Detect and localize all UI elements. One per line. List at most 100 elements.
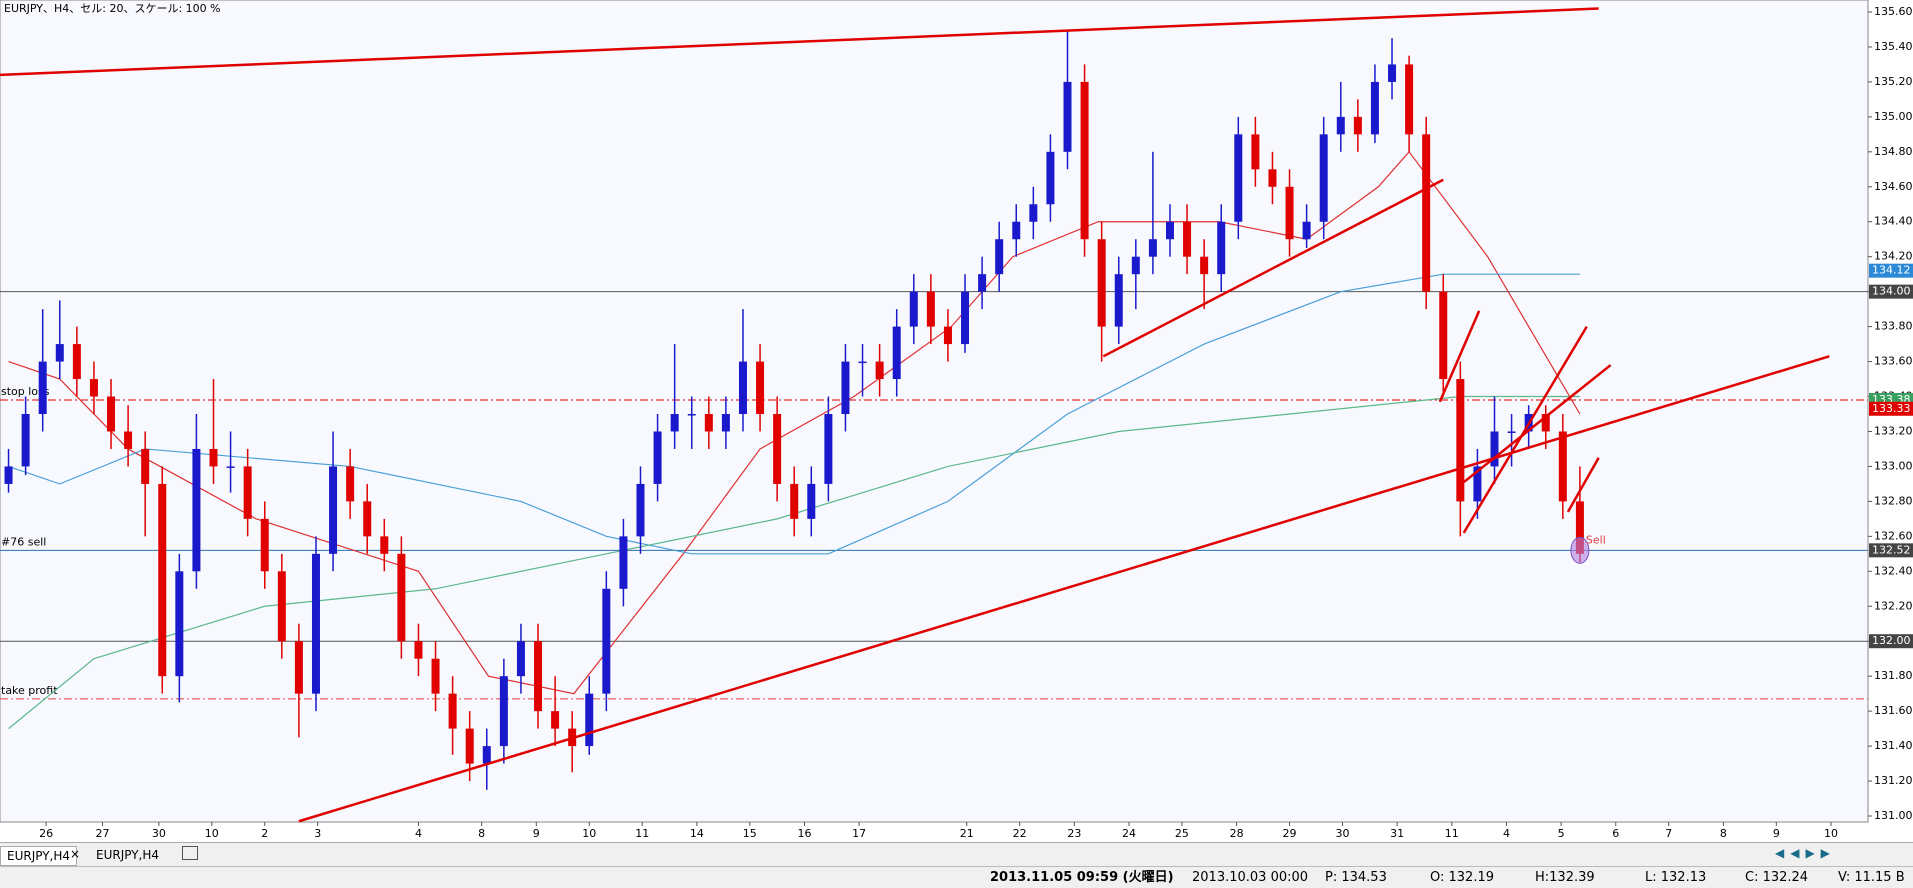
candle-body (1319, 134, 1328, 222)
moving-average (8, 395, 1580, 730)
x-tick-label: 11 (635, 827, 649, 840)
status-price: P: 134.53 (1325, 870, 1387, 885)
x-tick-label: 21 (960, 827, 974, 840)
new-window-icon[interactable] (182, 846, 198, 860)
price-tag-label: 134.12 (1872, 264, 1911, 277)
candle-body (687, 414, 696, 416)
y-tick-label: 133.20 (1874, 424, 1913, 437)
x-tick-label: 16 (797, 827, 811, 840)
price-tag (1869, 401, 1913, 416)
candle-body (961, 291, 970, 345)
candle-body (1131, 256, 1140, 275)
candle-body (1268, 169, 1277, 187)
price-tag-label: 132.52 (1872, 543, 1911, 556)
candle-body (738, 361, 747, 414)
candle-body (107, 396, 116, 432)
y-tick-label: 131.80 (1874, 669, 1913, 682)
y-tick-label: 133.00 (1874, 459, 1913, 472)
status-bar-time: 2013.10.03 00:00 (1192, 870, 1309, 885)
signal-label: Sell (1586, 533, 1606, 546)
candle-body (1251, 134, 1260, 170)
status-close: C: 132.24 (1745, 870, 1809, 885)
tab[interactable]: EURJPY,H4 (0, 846, 78, 866)
candle-body (277, 571, 286, 642)
y-tick-label: 132.40 (1874, 564, 1913, 577)
candle-body (260, 518, 269, 572)
trend-line (298, 355, 1830, 823)
trend-line (1462, 364, 1612, 484)
scroll-controls[interactable]: ◀◀▶▶ (1775, 846, 1836, 860)
y-tick-label: 135.20 (1874, 75, 1913, 88)
candle-body (721, 414, 730, 432)
candle-body (602, 588, 611, 694)
price-tag (1869, 543, 1913, 558)
y-tick-label: 135.00 (1874, 110, 1913, 123)
candle-body (294, 641, 303, 694)
candle-body (670, 414, 679, 432)
candle-body (790, 483, 799, 519)
price-tag-label: 132.00 (1872, 634, 1911, 647)
tab-close[interactable]: × (70, 847, 81, 861)
moving-average (8, 273, 1580, 555)
status-volume: V: 11.15 B (1838, 870, 1905, 885)
candle-body (448, 693, 457, 729)
candle-body (1029, 204, 1038, 222)
x-tick-label: 11 (1445, 827, 1459, 840)
x-tick-label: 22 (1013, 827, 1027, 840)
candle-body (1388, 64, 1397, 82)
candle-body (995, 239, 1004, 275)
y-tick-label: 134.20 (1874, 250, 1913, 263)
candle-body (1148, 239, 1157, 257)
x-tick-label: 30 (152, 827, 166, 840)
candle-body (653, 431, 662, 484)
x-tick-label: 2 (261, 827, 268, 840)
candle-body (1422, 134, 1431, 292)
candle-body (4, 466, 13, 484)
candle-body (243, 466, 252, 519)
candle-body (585, 693, 594, 747)
y-tick-label: 131.20 (1874, 774, 1913, 787)
tab[interactable]: EURJPY,H4 (96, 848, 160, 862)
x-tick-label: 23 (1067, 827, 1081, 840)
candle-body (1097, 239, 1106, 327)
candle-body (926, 291, 935, 327)
chart: EURJPY、H4、セル: 20、スケール: 100 % 135.60 135.4… (0, 0, 1913, 840)
candle-body (551, 711, 560, 729)
price-tag-label: 134.00 (1872, 285, 1911, 298)
y-tick-label: 131.00 (1874, 809, 1913, 822)
x-tick-label: 4 (415, 827, 422, 840)
candle-body (534, 641, 543, 712)
candle-body (1200, 256, 1209, 275)
candle-body (1439, 291, 1448, 380)
candle-body (141, 448, 150, 484)
candle-body (397, 553, 406, 642)
candle-body (482, 746, 491, 764)
candle-body (943, 326, 952, 345)
candle-body (704, 414, 713, 432)
plot-area (0, 0, 1869, 823)
y-tick-label: 131.40 (1874, 739, 1913, 752)
x-tick-label: 10 (205, 827, 219, 840)
level-label: #76 sell (1, 535, 46, 548)
x-tick-label: 7 (1665, 827, 1672, 840)
candle-body (756, 361, 765, 414)
candle-body (909, 291, 918, 327)
tab-bar: EURJPY,H4 × EURJPY,H4 ◀◀▶▶ (0, 842, 1913, 867)
candle-body (1183, 221, 1192, 257)
y-tick-label: 132.60 (1874, 529, 1913, 542)
x-tick-label: 14 (690, 827, 704, 840)
candle-body (226, 466, 235, 468)
x-tick-label: 10 (1824, 827, 1838, 840)
candle-body (1336, 116, 1345, 135)
level-label: stop loss (1, 385, 50, 398)
candle-body (311, 553, 320, 694)
y-tick-label: 133.60 (1874, 355, 1913, 368)
moving-average (8, 150, 1581, 695)
x-tick-label: 8 (1720, 827, 1727, 840)
y-tick-label: 133.80 (1874, 320, 1913, 333)
level-label: take profit (1, 684, 58, 697)
candle-body (875, 361, 884, 380)
candle-body (346, 466, 355, 502)
candle-body (158, 483, 167, 677)
x-tick-label: 26 (39, 827, 53, 840)
